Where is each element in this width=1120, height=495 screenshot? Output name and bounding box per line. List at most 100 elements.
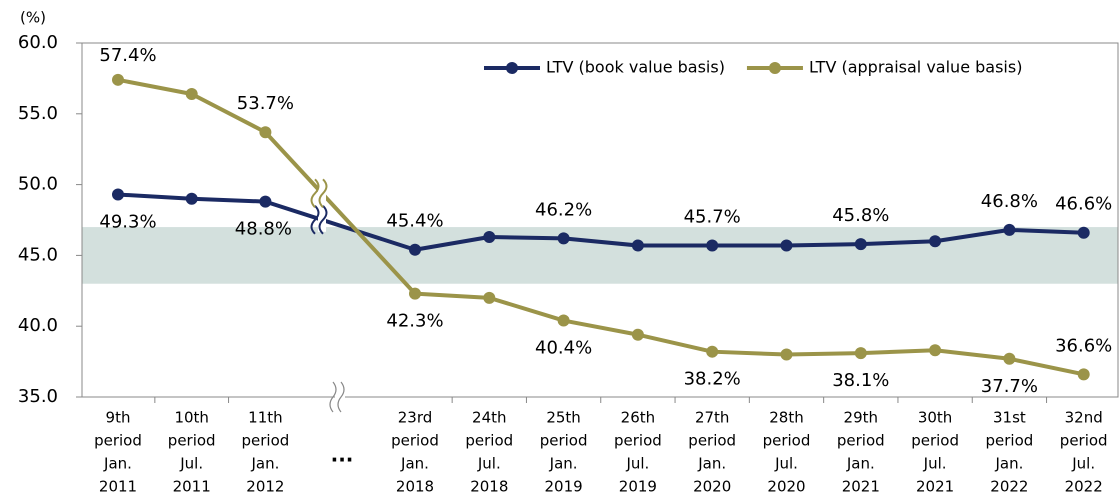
legend-label: LTV (book value basis) (546, 58, 725, 77)
value-label: 38.1% (832, 370, 889, 391)
legend-marker (768, 62, 781, 74)
x-tick-label: Jan. (994, 455, 1023, 473)
break-mark (318, 205, 328, 235)
x-tick-label: 2011 (99, 478, 137, 495)
x-tick-label: 24th (472, 409, 506, 427)
x-tick-label: 27th (695, 409, 729, 427)
x-tick-label: Jan. (846, 455, 875, 473)
x-tick-label: Jan. (103, 455, 132, 473)
value-label: 45.4% (386, 211, 443, 232)
x-tick-label: Jul. (477, 455, 501, 473)
x-tick-label: 10th (174, 409, 208, 427)
x-tick-label: Jan. (697, 455, 726, 473)
data-point (259, 126, 272, 139)
data-point (483, 230, 496, 243)
y-tick-label: 50.0 (18, 174, 58, 195)
x-tick-label: period (911, 432, 959, 450)
x-tick-label: 2021 (842, 478, 880, 495)
legend-marker (506, 62, 518, 74)
x-tick-label: 23rd (398, 409, 433, 427)
y-tick-label: 35.0 (18, 386, 58, 407)
data-point (631, 239, 644, 252)
legend-label: LTV (appraisal value basis) (809, 58, 1022, 77)
x-tick-label: period (614, 432, 662, 450)
x-tick-label: Jul. (1071, 455, 1095, 473)
target-band (82, 227, 1118, 284)
x-tick-label: period (465, 432, 513, 450)
x-tick-label: Jul. (923, 455, 947, 473)
data-point (1003, 352, 1016, 365)
data-point (112, 188, 124, 201)
data-point (1077, 368, 1090, 381)
data-point (854, 347, 867, 360)
data-point (706, 239, 719, 252)
x-tick-label: 9th (106, 409, 131, 427)
data-point (259, 195, 272, 208)
data-point (557, 232, 570, 245)
data-point (557, 314, 570, 327)
x-tick-label: period (94, 432, 142, 450)
y-tick-label: 45.0 (18, 244, 58, 265)
x-tick-label: 32nd (1065, 409, 1103, 427)
x-tick-label: period (1060, 432, 1108, 450)
x-tick-label: Jul. (179, 455, 203, 473)
data-point (631, 328, 644, 341)
x-tick-label: period (688, 432, 736, 450)
x-tick-label: 2020 (693, 478, 731, 495)
data-point (929, 344, 942, 357)
data-point (780, 348, 793, 361)
axis-break-label: ... (331, 443, 354, 467)
x-tick-label: 2022 (1065, 478, 1103, 495)
break-mark (310, 178, 320, 208)
x-tick-label: 11th (248, 409, 282, 427)
break-mark (329, 381, 337, 413)
y-tick-label: 60.0 (18, 32, 58, 53)
y-unit: (%) (20, 9, 46, 27)
x-tick-label: period (763, 432, 811, 450)
data-point (112, 73, 124, 86)
x-tick-label: period (168, 432, 216, 450)
break-gap (335, 382, 345, 412)
break-mark (318, 178, 328, 208)
x-tick-label: Jul. (774, 455, 798, 473)
x-tick-label: Jan. (549, 455, 578, 473)
x-tick-label: 28th (769, 409, 803, 427)
value-label: 46.2% (535, 199, 592, 220)
data-point (1003, 223, 1016, 236)
x-tick-label: 2022 (990, 478, 1028, 495)
value-label: 53.7% (237, 93, 294, 114)
value-label: 40.4% (535, 338, 592, 359)
y-tick-label: 40.0 (18, 315, 58, 336)
data-point (929, 235, 942, 248)
data-point (409, 287, 421, 300)
value-label: 45.8% (832, 205, 889, 226)
x-tick-label: 2012 (246, 478, 284, 495)
x-tick-label: 2011 (173, 478, 211, 495)
value-label: 42.3% (386, 311, 443, 332)
value-label: 46.8% (981, 191, 1038, 212)
break-mark (337, 381, 345, 413)
x-tick-label: Jul. (625, 455, 649, 473)
x-tick-label: 29th (844, 409, 878, 427)
x-tick-label: Jan. (250, 455, 279, 473)
data-point (185, 192, 198, 205)
value-label: 45.7% (684, 206, 741, 227)
x-tick-label: 2018 (470, 478, 508, 495)
x-tick-label: 31st (993, 409, 1026, 427)
x-tick-label: 2019 (619, 478, 657, 495)
break-mark (310, 205, 320, 235)
x-tick-label: period (391, 432, 439, 450)
y-tick-label: 55.0 (18, 103, 58, 124)
value-label: 49.3% (99, 212, 156, 233)
value-label: 46.6% (1055, 194, 1112, 215)
x-tick-label: Jan. (400, 455, 429, 473)
value-label: 36.6% (1055, 335, 1112, 356)
x-tick-label: 2021 (916, 478, 954, 495)
data-point (483, 291, 496, 304)
x-tick-label: 25th (546, 409, 580, 427)
value-label: 57.4% (99, 45, 156, 66)
x-tick-label: 2018 (396, 478, 434, 495)
value-label: 37.7% (981, 376, 1038, 397)
x-tick-label: 26th (621, 409, 655, 427)
